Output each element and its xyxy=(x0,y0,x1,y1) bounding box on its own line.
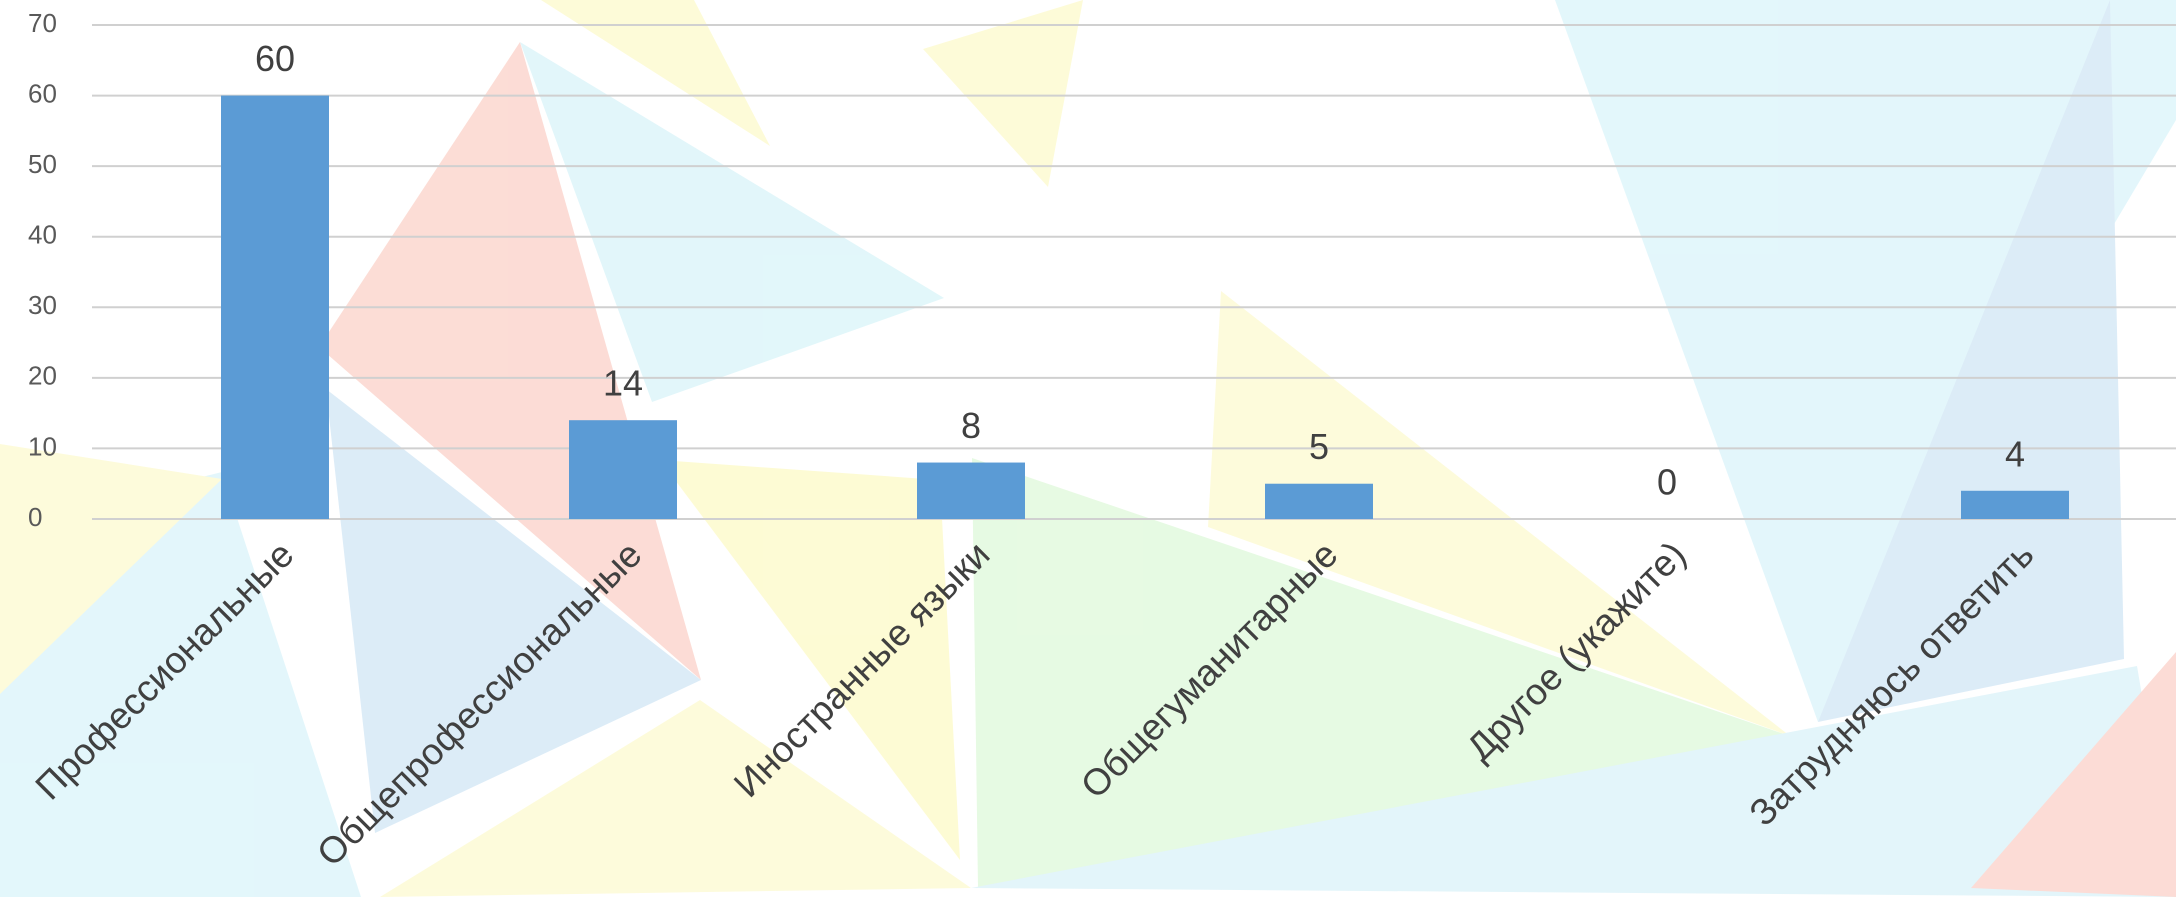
y-tick-label: 0 xyxy=(28,502,42,532)
y-tick-label: 50 xyxy=(28,149,57,179)
data-label: 5 xyxy=(1309,426,1329,467)
y-tick-label: 20 xyxy=(28,361,57,391)
data-label: 4 xyxy=(2005,433,2025,474)
y-tick-label: 10 xyxy=(28,431,57,461)
bar xyxy=(569,420,677,519)
bar xyxy=(917,462,1025,519)
data-label: 8 xyxy=(961,405,981,446)
bar xyxy=(1961,490,2069,519)
data-label: 14 xyxy=(603,363,643,404)
data-label: 60 xyxy=(255,38,295,79)
data-label: 0 xyxy=(1657,462,1677,503)
y-tick-label: 70 xyxy=(28,8,57,38)
y-tick-label: 30 xyxy=(28,290,57,320)
y-tick-label: 40 xyxy=(28,220,57,250)
bar xyxy=(221,95,329,520)
bar xyxy=(1265,483,1373,519)
y-tick-label: 60 xyxy=(28,78,57,108)
